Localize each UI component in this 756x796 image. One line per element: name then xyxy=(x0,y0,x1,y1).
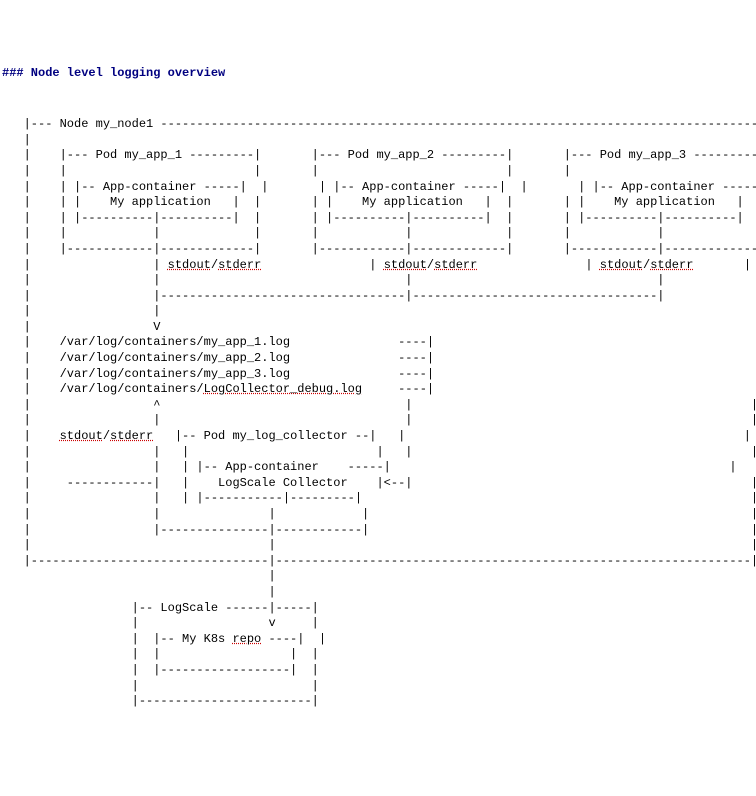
ascii-diagram: |--- Node my_node1 ---------------------… xyxy=(0,102,756,718)
diagram-title: ### Node level logging overview xyxy=(0,62,756,86)
